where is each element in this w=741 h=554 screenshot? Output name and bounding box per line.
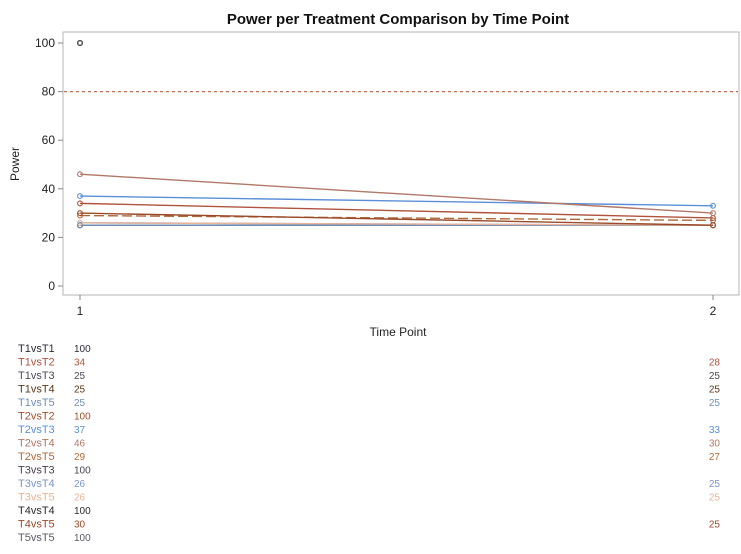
table-row-name: T4vsT4 bbox=[18, 505, 55, 517]
table-row-value: 25 bbox=[709, 493, 721, 504]
table-row-value: 34 bbox=[74, 358, 86, 369]
data-table: T1vsT1 100 T1vsT2 34 28 T1vsT3 25 25 T1vsT4 25 25 T… bbox=[18, 343, 720, 544]
table-row-value: 25 bbox=[709, 520, 721, 531]
series-line-t4vst5 bbox=[79, 212, 714, 226]
table-row-name: T1vsT5 bbox=[18, 397, 55, 409]
table-row-value: 100 bbox=[74, 344, 91, 355]
table-row-value: 28 bbox=[709, 358, 721, 369]
table-row-name: T2vsT5 bbox=[18, 451, 55, 463]
table-row-name: T1vsT1 bbox=[18, 343, 55, 355]
table-row-name: T1vsT2 bbox=[18, 357, 55, 369]
table-row-value: 25 bbox=[74, 371, 86, 382]
y-tick-label: 20 bbox=[42, 230, 56, 244]
data-point-t2vst4 bbox=[710, 210, 716, 217]
series-points bbox=[77, 40, 716, 229]
y-axis: 0 20 40 60 80 100 bbox=[35, 36, 63, 293]
data-point-t2vst3 bbox=[77, 193, 83, 200]
table-row-value: 25 bbox=[709, 371, 721, 382]
x-tick-label: 1 bbox=[77, 304, 84, 318]
table-row-name: T1vsT3 bbox=[18, 370, 55, 382]
y-tick-label: 80 bbox=[42, 85, 56, 99]
table-row-name: T4vsT5 bbox=[18, 519, 55, 531]
table-row-name: T2vsT3 bbox=[18, 424, 55, 436]
table-row-value: 25 bbox=[709, 398, 721, 409]
x-axis-label: Time Point bbox=[370, 325, 428, 339]
series-line-t2vst5 bbox=[79, 214, 714, 222]
table-row-name: T3vsT4 bbox=[18, 478, 55, 490]
data-point-t3vst5 bbox=[77, 219, 83, 226]
data-point-t2vst5 bbox=[77, 212, 83, 219]
y-tick-label: 40 bbox=[42, 182, 56, 196]
series-lines bbox=[79, 173, 714, 226]
table-row-name: T2vsT4 bbox=[18, 438, 55, 450]
table-row-value: 25 bbox=[74, 385, 86, 396]
data-point-t1vst5 bbox=[77, 222, 83, 229]
table-row-name: T2vsT2 bbox=[18, 411, 55, 423]
table-row-value: 33 bbox=[709, 425, 721, 436]
table-row-name: T1vsT4 bbox=[18, 384, 55, 396]
table-row-value: 30 bbox=[709, 439, 721, 450]
table-row-value: 25 bbox=[709, 479, 721, 490]
y-axis-label: Power bbox=[8, 147, 22, 181]
series-line-t1vst2 bbox=[79, 202, 714, 219]
table-row-name: T5vsT5 bbox=[18, 532, 55, 544]
x-tick-label: 2 bbox=[710, 304, 717, 318]
y-tick-label: 100 bbox=[35, 36, 55, 50]
table-row-value: 26 bbox=[74, 479, 86, 490]
table-row-value: 26 bbox=[74, 493, 86, 504]
table-row-value: 100 bbox=[74, 533, 91, 544]
series-line-t2vst3 bbox=[79, 195, 714, 207]
data-point-t1vst2 bbox=[77, 200, 83, 207]
series-line-t2vst4 bbox=[79, 173, 714, 214]
table-row-value: 100 bbox=[74, 506, 91, 517]
table-row-name: T3vsT3 bbox=[18, 465, 55, 477]
table-row-value: 100 bbox=[74, 412, 91, 423]
data-point-t2vst4 bbox=[77, 171, 83, 178]
table-row-value: 37 bbox=[74, 425, 86, 436]
table-row-value: 25 bbox=[709, 385, 721, 396]
table-row-value: 30 bbox=[74, 520, 86, 531]
data-point-t4vst5 bbox=[710, 222, 716, 229]
data-point-t2vst3 bbox=[710, 202, 716, 209]
data-point-t4vst5 bbox=[77, 210, 83, 217]
chart-title: Power per Treatment Comparison by Time P… bbox=[227, 11, 569, 28]
table-row-name: T3vsT5 bbox=[18, 492, 55, 504]
series-line-t3vst5 bbox=[79, 222, 714, 226]
table-row-value: 46 bbox=[74, 439, 86, 450]
data-point-t5vst5 bbox=[77, 40, 83, 46]
table-row-value: 27 bbox=[709, 452, 721, 463]
y-tick-label: 60 bbox=[42, 133, 56, 147]
y-tick-label: 0 bbox=[48, 279, 55, 293]
table-row-value: 29 bbox=[74, 452, 86, 463]
plot-frame bbox=[62, 31, 740, 296]
table-row-value: 100 bbox=[74, 466, 91, 477]
table-row-value: 25 bbox=[74, 398, 86, 409]
